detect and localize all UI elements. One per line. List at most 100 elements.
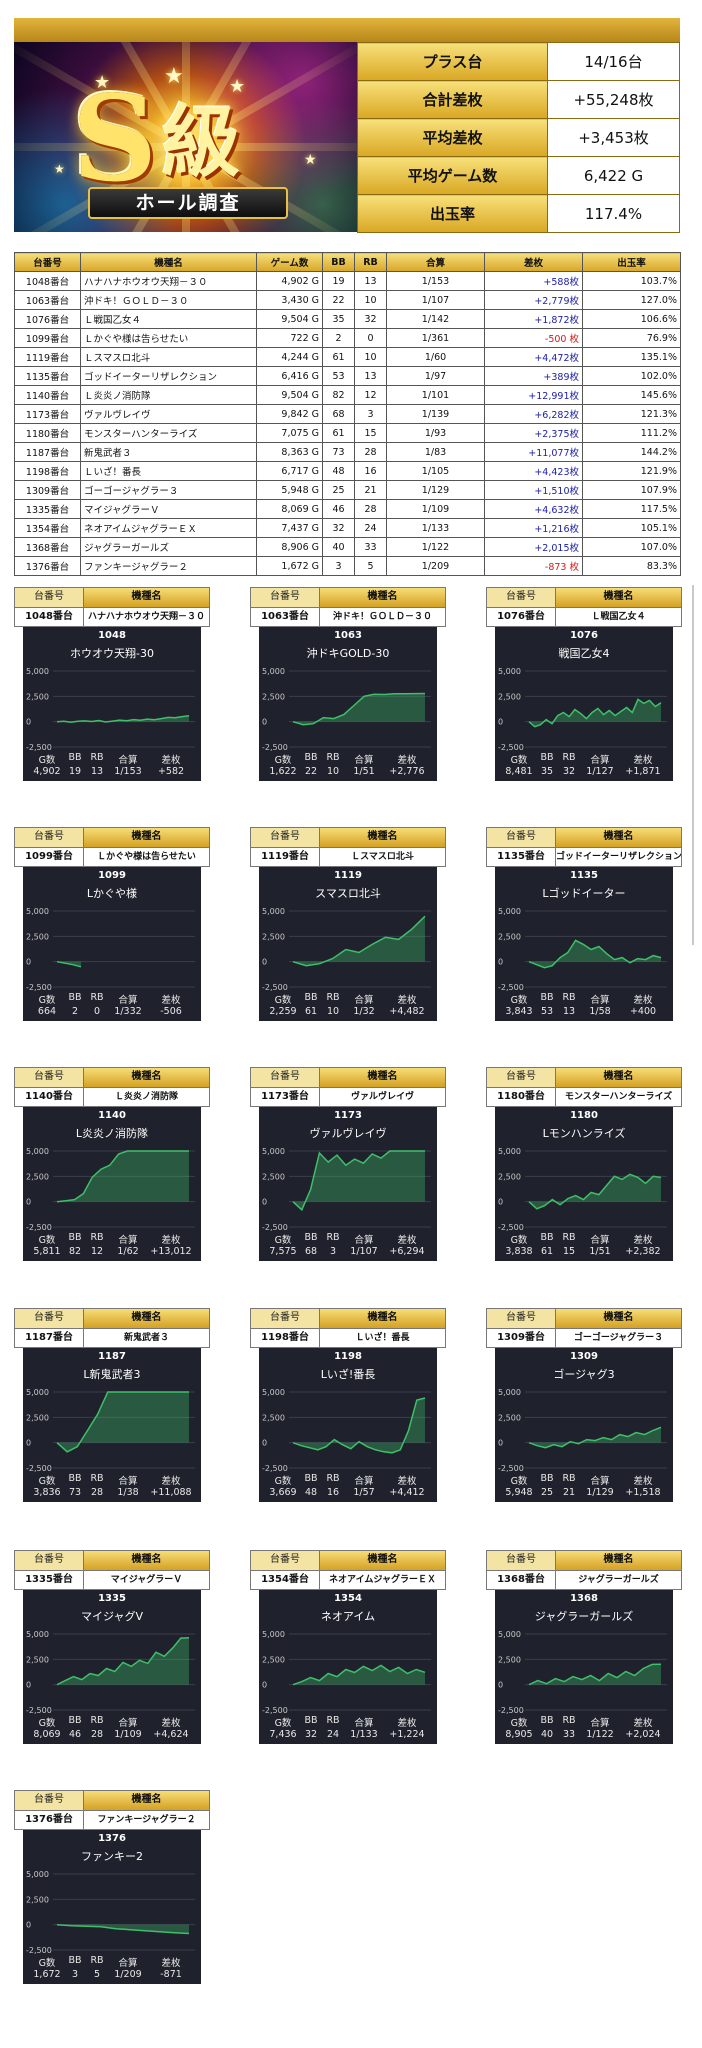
chart-stats: G数 BB RB 合算 差枚 3,838 61 15 1/51 +2,382 — [495, 1232, 673, 1257]
chart-title: 1099 — [98, 870, 126, 881]
stat-value: 1/122 — [586, 1729, 614, 1740]
card-name-header: 機種名 — [320, 1550, 446, 1570]
series-line — [56, 715, 190, 724]
machine-card[interactable]: 台番号 機種名 1187番台 新鬼武者３ 1187 L新鬼武者3 5,000 2,500 0 -2… — [14, 1308, 210, 1502]
stat-label: RB — [90, 992, 104, 1003]
stat-label: G数 — [510, 755, 528, 766]
table-cell: 106.6% — [582, 309, 681, 329]
chart-subtitle: ホウオウ天翔-30 — [70, 647, 154, 660]
card-machine-name: ネオアイムジャグラーＥＸ — [320, 1570, 446, 1590]
machine-card[interactable]: 台番号 機種名 1368番台 ジャグラーガールズ 1368 ジャグラーガールズ 5,000 2… — [486, 1550, 682, 1744]
stats-value-row: 1,672 3 5 1/209 -871 — [23, 1969, 201, 1980]
summary-value: +3,453枚 — [547, 118, 680, 157]
stat-value: +1,224 — [389, 1729, 425, 1740]
series-line — [528, 939, 662, 969]
card-machine-id: 1063番台 — [250, 607, 320, 627]
scrollbar[interactable] — [692, 585, 694, 945]
summary-label: 平均差枚 — [357, 118, 548, 157]
y-tick-label: 5,000 — [26, 1147, 49, 1156]
table-cell: 135.1% — [582, 347, 681, 367]
y-tick-label: 5,000 — [262, 907, 285, 916]
stat-label: 差枚 — [397, 1718, 417, 1729]
table-cell: 48 — [322, 461, 355, 481]
stat-label: RB — [90, 1473, 104, 1484]
table-cell: 1/129 — [386, 480, 485, 500]
stat-value: -871 — [160, 1969, 182, 1980]
card-info-row: 1335番台 マイジャグラーＶ — [14, 1570, 210, 1590]
y-tick-label: 5,000 — [262, 1630, 285, 1639]
stat-label: G数 — [510, 1718, 528, 1729]
stat-label: BB — [68, 1715, 82, 1726]
y-tick-label: 0 — [26, 1439, 31, 1448]
machine-card[interactable]: 台番号 機種名 1198番台 Ｌいざ！番長 1198 Lいざ!番長 5,000 2,500 0 -… — [250, 1308, 446, 1502]
machine-card[interactable]: 台番号 機種名 1173番台 ヴァルヴレイヴ 1173 ヴァルヴレイヴ 5,000 2,500… — [250, 1067, 446, 1261]
stat-label: 差枚 — [161, 995, 181, 1006]
stat-value: -506 — [160, 1006, 182, 1017]
stat-label: G数 — [510, 995, 528, 1006]
stat-label: 合算 — [590, 755, 610, 766]
top-gold-bar — [14, 18, 680, 42]
slump-chart: 1198 Lいざ!番長 5,000 2,500 0 -2,500 G数 BB RB 合算 差枚 3,6… — [259, 1348, 437, 1502]
table-cell: ゴーゴージャグラー３ — [80, 480, 257, 500]
stat-value: 1/62 — [117, 1246, 139, 1257]
table-row: 1063番台 沖ドキ！ＧＯＬＤ－３０ 3,430 G 22 10 1/107 +2,779枚… — [14, 290, 681, 310]
machine-card[interactable]: 台番号 機種名 1048番台 ハナハナホウオウ天翔－３０ 1048 ホウオウ天翔-30 5,… — [14, 587, 210, 781]
stat-label: G数 — [510, 1235, 528, 1246]
machine-card[interactable]: 台番号 機種名 1140番台 Ｌ炎炎ノ消防隊 1140 L炎炎ノ消防隊 5,000 2,500… — [14, 1067, 210, 1261]
card-machine-id: 1309番台 — [486, 1328, 556, 1348]
machine-card[interactable]: 台番号 機種名 1119番台 Ｌスマスロ北斗 1119 スマスロ北斗 5,000 2,500 0… — [250, 827, 446, 1021]
card-id-header: 台番号 — [486, 1067, 556, 1087]
machine-card[interactable]: 台番号 機種名 1099番台 Ｌかぐや様は告らせたい 1099 Lかぐや様 5,000 2,5… — [14, 827, 210, 1021]
machine-card[interactable]: 台番号 機種名 1376番台 ファンキージャグラー２ 1376 ファンキー2 5,000 2,… — [14, 1790, 210, 1984]
series-line — [292, 1664, 426, 1686]
stat-value: 53 — [540, 1006, 554, 1017]
star-icon: ★ — [229, 76, 246, 97]
card-machine-id: 1368番台 — [486, 1570, 556, 1590]
card-machine-id: 1119番台 — [250, 847, 320, 867]
y-tick-label: 0 — [26, 718, 31, 727]
series-area — [293, 693, 425, 725]
machine-card[interactable]: 台番号 機種名 1335番台 マイジャグラーＶ 1335 マイジャグV 5,000 2,500… — [14, 1550, 210, 1744]
stat-label: 合算 — [354, 995, 374, 1006]
machine-card[interactable]: 台番号 機種名 1076番台 Ｌ戦国乙女４ 1076 戦国乙女4 5,000 2,500 0 -2… — [486, 587, 682, 781]
series-line — [56, 1637, 190, 1686]
table-cell: +1,510枚 — [484, 480, 583, 500]
table-cell: Ｌかぐや様は告らせたい — [80, 328, 257, 348]
slump-chart: 1135 Lゴッドイーター 5,000 2,500 0 -2,500 G数 BB RB 合算 差枚 3… — [495, 867, 673, 1021]
y-tick-label: 2,500 — [498, 1655, 521, 1664]
y-tick-label: 0 — [262, 718, 267, 727]
chart-stats: G数 BB RB 合算 差枚 3,843 53 13 1/58 +400 — [495, 992, 673, 1017]
y-tick-label: 0 — [262, 1198, 267, 1207]
table-row: 1368番台 ジャグラーガールズ 8,906 G 40 33 1/122 +2,015枚 10… — [14, 537, 681, 557]
chart-svg: 5,000 2,500 0 -2,500 — [498, 667, 667, 752]
star-icon: ★ — [304, 152, 317, 168]
table-cell: +6,282枚 — [484, 404, 583, 424]
stats-value-row: 3,836 73 28 1/38 +11,088 — [23, 1487, 201, 1498]
series-area — [57, 1392, 189, 1452]
card-machine-id: 1099番台 — [14, 847, 84, 867]
machine-card[interactable]: 台番号 機種名 1180番台 モンスターハンターライズ 1180 Lモンハンライズ 5,00… — [486, 1067, 682, 1261]
table-cell: 7,437 G — [256, 518, 323, 538]
stat-value: 73 — [68, 1487, 82, 1498]
stat-label: 差枚 — [633, 1235, 653, 1246]
stats-header-row: G数 BB RB 合算 差枚 — [23, 752, 201, 766]
chart-subtitle: L炎炎ノ消防隊 — [75, 1127, 149, 1140]
machine-card[interactable]: 台番号 機種名 1135番台 ゴッドイーターリザレクション 1135 Lゴッドイーター 5,… — [486, 827, 682, 1021]
machine-card[interactable]: 台番号 機種名 1354番台 ネオアイムジャグラーＥＸ 1354 ネオアイム 5,000 2,… — [250, 1550, 446, 1744]
card-machine-name: モンスターハンターライズ — [556, 1087, 682, 1107]
machine-data-table: 台番号 機種名 ゲーム数 BB RB 合算 差枚 出玉率 1048番台 ハナハナホウオウ天翔－３… — [14, 252, 681, 576]
stat-label: 合算 — [354, 755, 374, 766]
stat-label: 合算 — [118, 1235, 138, 1246]
table-cell: +11,077枚 — [484, 442, 583, 462]
chart-stats: G数 BB RB 合算 差枚 1,672 3 5 1/209 -871 — [23, 1955, 201, 1980]
table-cell: 13 — [354, 366, 387, 386]
stat-value: 1/58 — [589, 1006, 611, 1017]
chart-subtitle: Lいざ!番長 — [320, 1368, 376, 1381]
chart-stats: G数 BB RB 合算 差枚 5,811 82 12 1/62 +13,012 — [23, 1232, 201, 1257]
card-header: 台番号 機種名 — [250, 827, 446, 847]
machine-card[interactable]: 台番号 機種名 1309番台 ゴーゴージャグラー３ 1309 ゴージャグ3 5,000 2,5… — [486, 1308, 682, 1502]
table-cell: 1198番台 — [14, 461, 81, 481]
machine-card[interactable]: 台番号 機種名 1063番台 沖ドキ！ＧＯＬＤ－３０ 1063 沖ドキGOLD-30 5,0… — [250, 587, 446, 781]
stat-value: 8,905 — [505, 1729, 533, 1740]
slump-chart: 1354 ネオアイム 5,000 2,500 0 -2,500 G数 BB RB 合算 差枚 7,43… — [259, 1590, 437, 1744]
